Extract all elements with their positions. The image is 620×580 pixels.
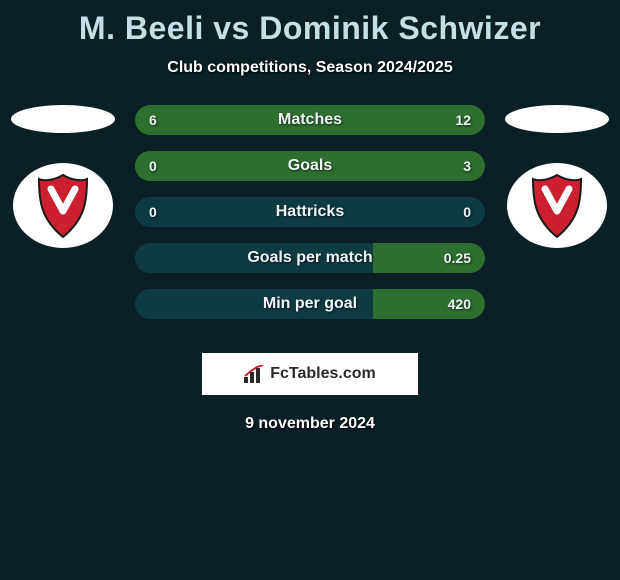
club-shield-icon <box>35 173 91 239</box>
stat-row: 612Matches <box>135 105 485 135</box>
stat-row: 00Hattricks <box>135 197 485 227</box>
player-left-club-badge <box>13 163 113 248</box>
stat-bars: 612Matches 03Goals 00Hattricks 0.25Goals pe… <box>135 105 485 335</box>
player-left-column <box>8 105 118 248</box>
player-right-club-badge <box>507 163 607 248</box>
brand-box: FcTables.com <box>202 353 418 395</box>
stat-label: Goals per match <box>135 243 485 273</box>
stat-label: Min per goal <box>135 289 485 319</box>
player-right-column <box>502 105 612 248</box>
brand-text: FcTables.com <box>270 365 376 383</box>
player-right-photo-placeholder <box>505 105 609 133</box>
page-title: M. Beeli vs Dominik Schwizer <box>0 0 620 47</box>
subtitle: Club competitions, Season 2024/2025 <box>0 59 620 77</box>
stat-row: 0.25Goals per match <box>135 243 485 273</box>
stat-label: Matches <box>135 105 485 135</box>
stat-label: Hattricks <box>135 197 485 227</box>
bar-chart-icon <box>244 365 266 383</box>
date-text: 9 november 2024 <box>0 415 620 433</box>
stat-label: Goals <box>135 151 485 181</box>
player-left-photo-placeholder <box>11 105 115 133</box>
stat-row: 03Goals <box>135 151 485 181</box>
stat-row: 420Min per goal <box>135 289 485 319</box>
comparison-content: 612Matches 03Goals 00Hattricks 0.25Goals pe… <box>0 105 620 335</box>
club-shield-icon <box>529 173 585 239</box>
